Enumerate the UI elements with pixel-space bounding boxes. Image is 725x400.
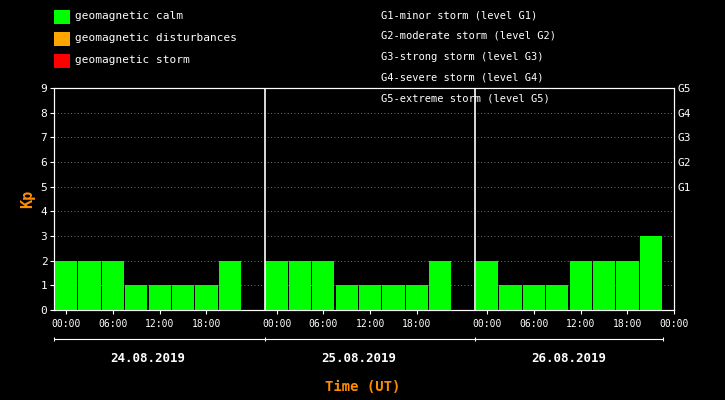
Bar	[429, 261, 452, 310]
Text: G4-severe storm (level G4): G4-severe storm (level G4)	[381, 72, 543, 82]
Bar	[336, 285, 358, 310]
Bar	[593, 261, 616, 310]
Bar	[149, 285, 171, 310]
Bar	[546, 285, 568, 310]
Bar	[289, 261, 311, 310]
Bar	[570, 261, 592, 310]
Text: Time (UT): Time (UT)	[325, 380, 400, 394]
Bar	[125, 285, 147, 310]
Text: G2-moderate storm (level G2): G2-moderate storm (level G2)	[381, 31, 555, 41]
Bar	[383, 285, 405, 310]
Text: 24.08.2019: 24.08.2019	[110, 352, 186, 365]
Text: G3-strong storm (level G3): G3-strong storm (level G3)	[381, 52, 543, 62]
Y-axis label: Kp: Kp	[20, 190, 35, 208]
Bar	[265, 261, 288, 310]
Text: geomagnetic calm: geomagnetic calm	[75, 12, 183, 22]
Bar	[312, 261, 334, 310]
Bar	[55, 261, 77, 310]
Text: 26.08.2019: 26.08.2019	[531, 352, 607, 365]
Bar	[476, 261, 498, 310]
Bar	[639, 236, 662, 310]
Text: G1-minor storm (level G1): G1-minor storm (level G1)	[381, 10, 537, 20]
Text: G5-extreme storm (level G5): G5-extreme storm (level G5)	[381, 93, 550, 103]
Bar	[616, 261, 639, 310]
Text: geomagnetic storm: geomagnetic storm	[75, 56, 189, 66]
Text: geomagnetic disturbances: geomagnetic disturbances	[75, 34, 236, 44]
Bar	[500, 285, 521, 310]
Text: 25.08.2019: 25.08.2019	[321, 352, 396, 365]
Bar	[359, 285, 381, 310]
Bar	[102, 261, 124, 310]
Bar	[219, 261, 241, 310]
Bar	[523, 285, 545, 310]
Bar	[78, 261, 101, 310]
Bar	[195, 285, 218, 310]
Bar	[172, 285, 194, 310]
Bar	[406, 285, 428, 310]
